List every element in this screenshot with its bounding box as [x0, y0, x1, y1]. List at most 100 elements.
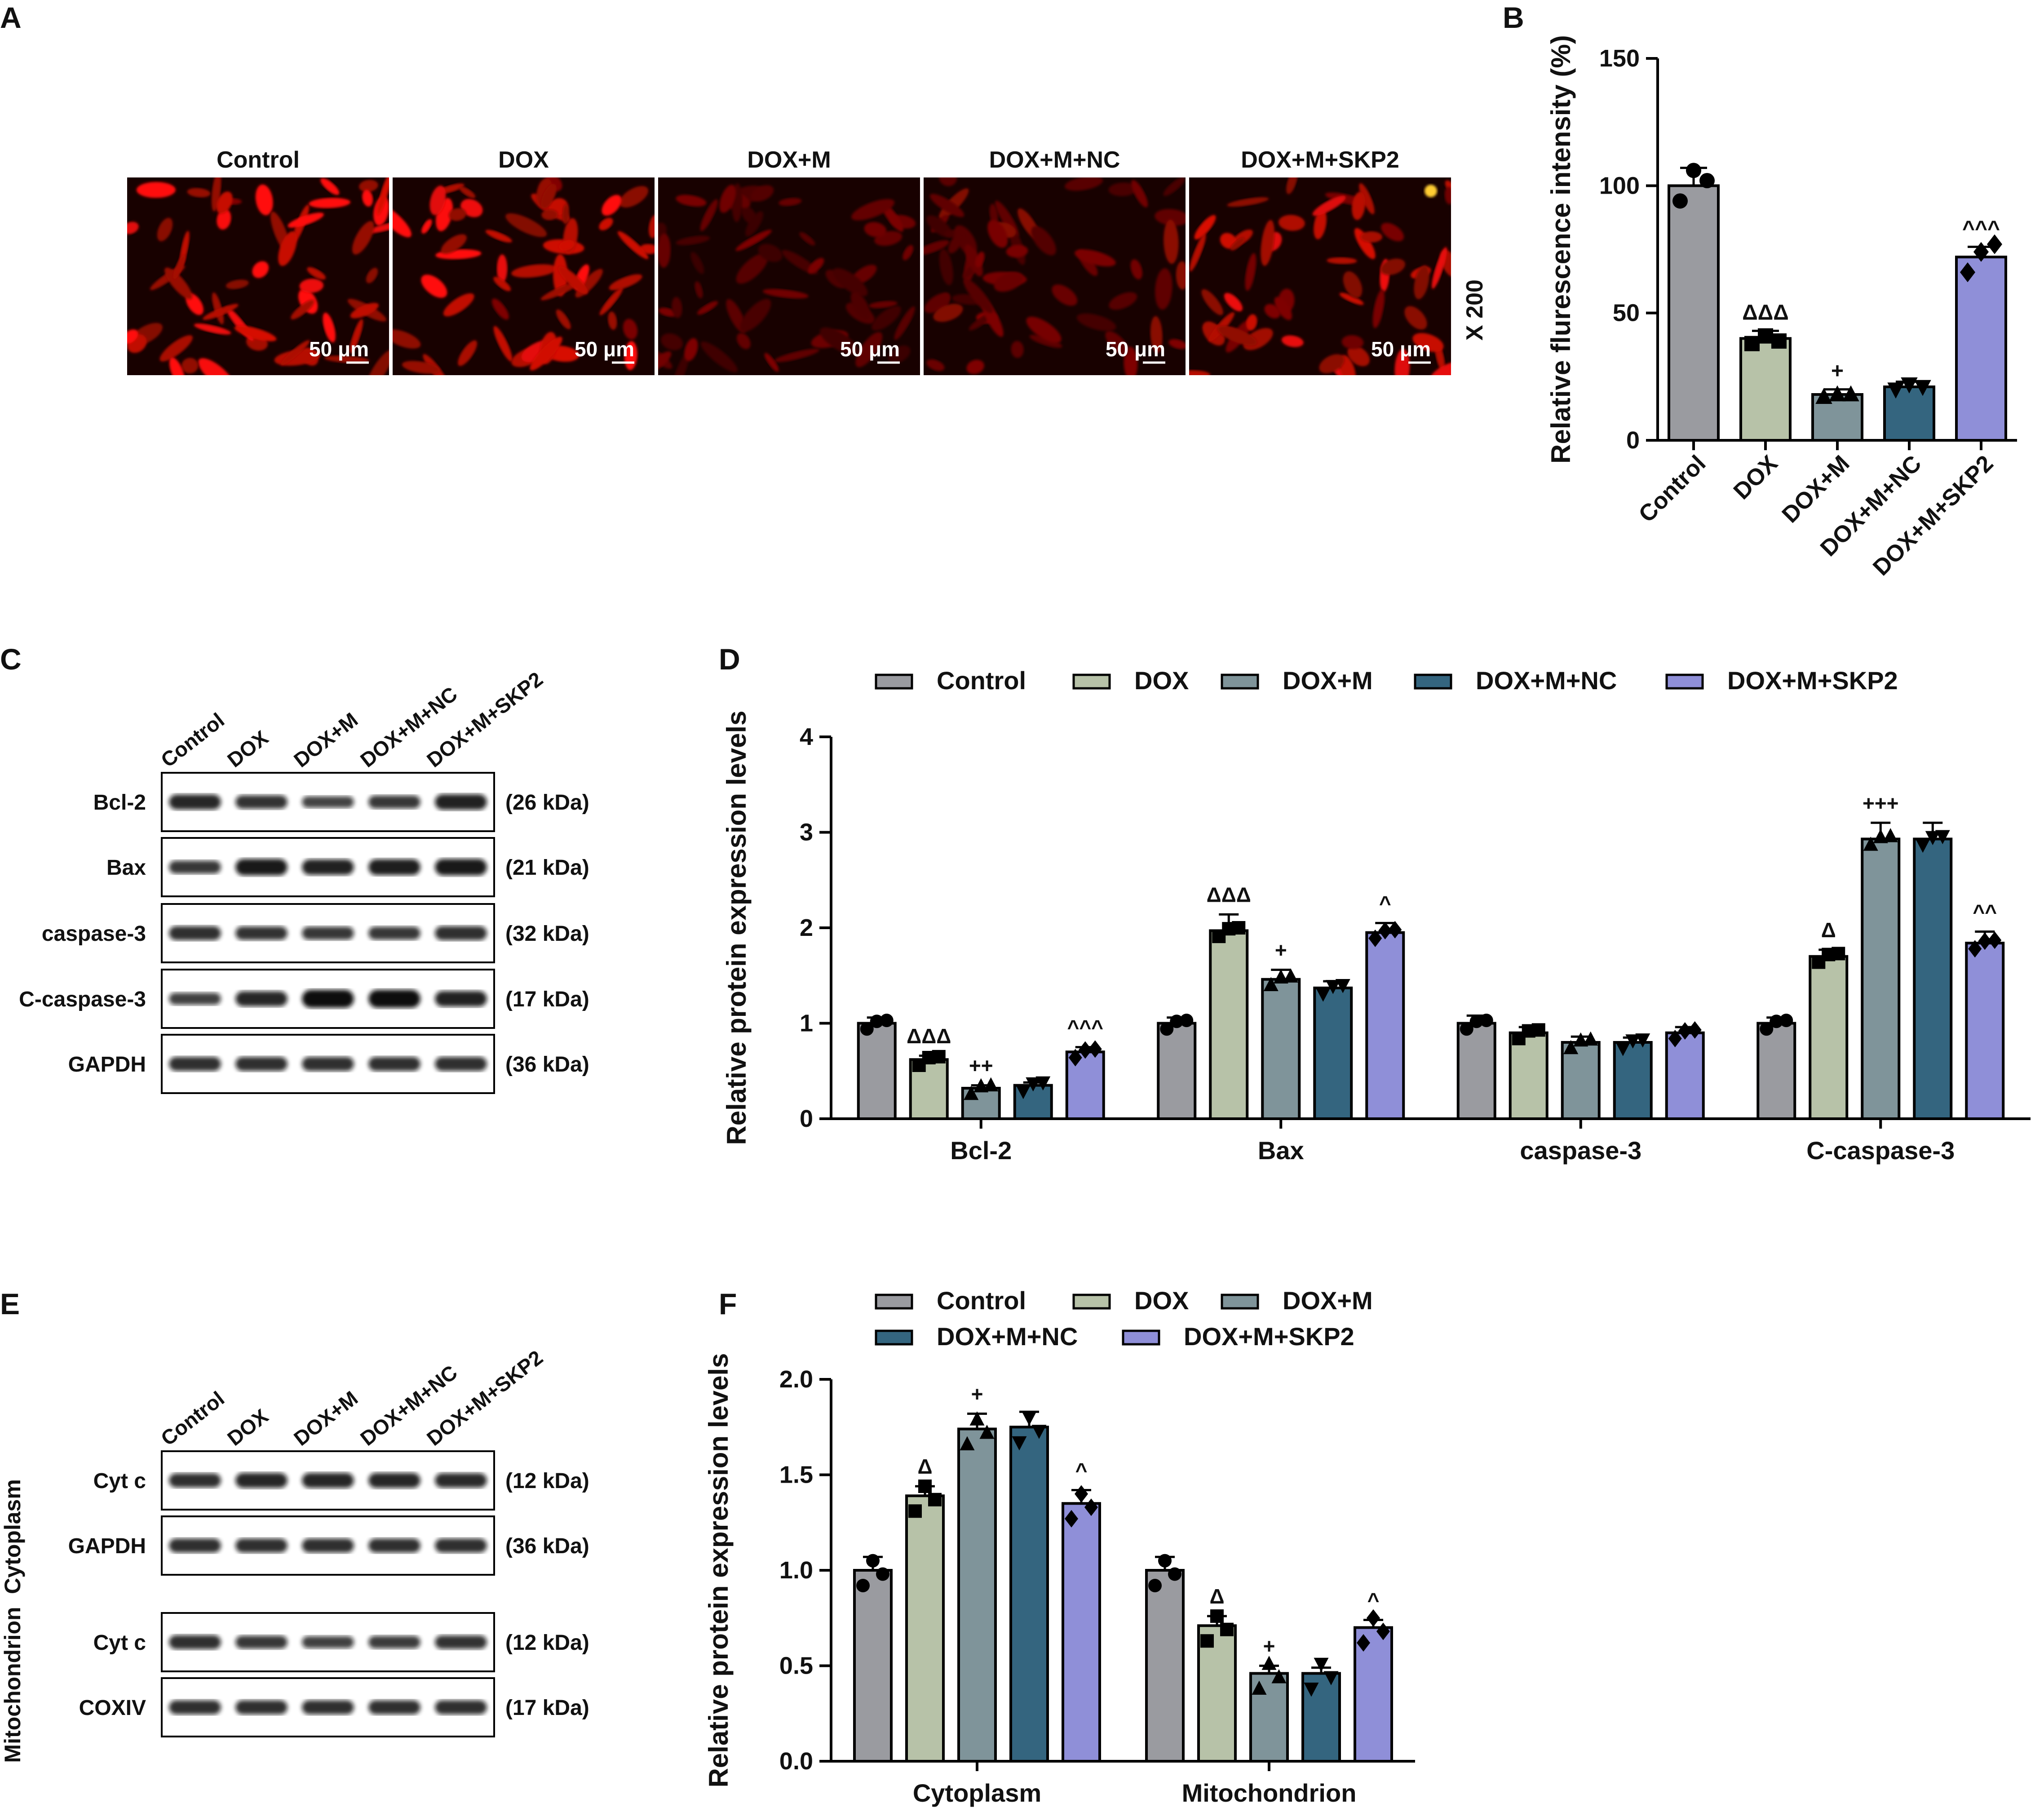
cell: [1155, 268, 1172, 310]
blot-band: [368, 990, 420, 1008]
blot-band: [368, 926, 420, 940]
cell: [198, 358, 234, 375]
data-point: [1987, 234, 2002, 254]
cell: [888, 345, 911, 363]
blot-band: [435, 1473, 487, 1488]
cell-layer: [1189, 177, 1451, 375]
cell: [676, 195, 707, 207]
data-point: [1273, 969, 1288, 984]
cell: [1026, 316, 1062, 343]
cell: [676, 235, 710, 245]
cell: [280, 340, 310, 366]
cell: [608, 311, 617, 330]
blot-kda-label-2: (32 kDa): [505, 922, 589, 946]
y-tick-label: 0.5: [779, 1653, 813, 1679]
blot-band: [302, 796, 354, 808]
blot-kda-label-3: (17 kDa): [505, 1696, 589, 1720]
blot-band: [368, 1057, 420, 1071]
panel-d-chart: 0 1 2 3 4 Relative protein expression levels B…: [721, 666, 2031, 1165]
data-point: [1744, 336, 1760, 351]
blot-band: [302, 1700, 354, 1715]
cell: [448, 208, 466, 221]
cell: [1163, 177, 1186, 196]
blot-band: [435, 1057, 487, 1071]
cell: [599, 287, 623, 315]
cell: [324, 355, 370, 363]
blot-band: [435, 794, 487, 810]
cell: [1381, 222, 1404, 242]
data-point: [1968, 940, 1982, 958]
cell: [541, 209, 558, 221]
blot-band: [435, 1635, 487, 1649]
cell: [540, 281, 580, 301]
data-point: [1263, 977, 1279, 991]
data-point: [1978, 932, 1992, 950]
cell: [291, 300, 314, 319]
cell: [1314, 209, 1327, 239]
lane-label-1: DOX: [223, 726, 273, 772]
x-tick-label-4: DOX+M+SKP2: [1868, 450, 1998, 580]
cell: [1224, 292, 1243, 312]
legend-swatch-1: [1072, 1294, 1111, 1310]
bar-DOX+M+NC-Bax: [1313, 986, 1353, 1120]
bar-Control: [1668, 184, 1720, 442]
micrograph-0: [127, 177, 389, 375]
blot-band: [368, 859, 420, 875]
cell: [939, 177, 957, 186]
cell: [350, 319, 363, 354]
bar-Control-Mitochondrion: [1145, 1569, 1185, 1763]
cell: [758, 244, 783, 262]
cell: [127, 329, 138, 344]
bar-DOX+M+SKP2: [1955, 256, 2007, 442]
y-tick-label: 3: [800, 819, 813, 846]
bar-DOX+M+SKP2-caspase-3: [1665, 1031, 1705, 1120]
data-point: [1357, 1634, 1370, 1652]
data-point: [1779, 1014, 1793, 1028]
cell: [1011, 341, 1024, 358]
data-point: [1832, 947, 1845, 961]
blot-kda-label-1: (36 kDa): [505, 1534, 589, 1558]
cell: [964, 279, 993, 313]
cell: [541, 183, 557, 209]
cell: [1031, 226, 1056, 256]
scale-bar-label: 50 μm: [575, 337, 634, 361]
significance-mark: Δ: [1821, 918, 1836, 942]
cell: [672, 297, 682, 318]
cell: [309, 198, 351, 208]
blot-band: [169, 1700, 221, 1715]
cell: [599, 217, 613, 230]
data-point: [1925, 831, 1940, 846]
cell: [376, 177, 389, 215]
significance-mark: ++: [969, 1054, 993, 1077]
blot-band: [302, 1636, 354, 1648]
data-point: [973, 1078, 989, 1093]
cell-layer: [393, 177, 655, 375]
cell: [1319, 354, 1345, 373]
data-point: [876, 1567, 889, 1581]
cell-layer: [658, 183, 916, 375]
blot-kda-label-3: (17 kDa): [505, 988, 589, 1011]
data-point: [1635, 1033, 1650, 1048]
cell: [697, 301, 718, 315]
cell: [562, 204, 570, 225]
bright-spot: [1425, 185, 1437, 197]
cell: [1327, 257, 1357, 264]
data-point: [880, 1014, 894, 1028]
micrograph-4: [1189, 177, 1451, 375]
data-point: [1973, 242, 1989, 262]
data-point: [1283, 968, 1298, 983]
data-point: [932, 1050, 946, 1063]
data-point: [1088, 1040, 1102, 1058]
data-point: [1915, 838, 1930, 853]
cell: [366, 267, 378, 284]
panel-label-e: E: [0, 1287, 20, 1320]
cell: [700, 199, 718, 231]
blot-band: [169, 992, 221, 1005]
micrograph-3: [924, 177, 1186, 375]
legend-swatch-2: [1221, 673, 1259, 690]
cell: [649, 215, 655, 239]
blot-band: [235, 1057, 288, 1071]
data-point: [1960, 262, 1975, 283]
data-point: [1699, 173, 1715, 188]
data-point: [1168, 1567, 1181, 1581]
